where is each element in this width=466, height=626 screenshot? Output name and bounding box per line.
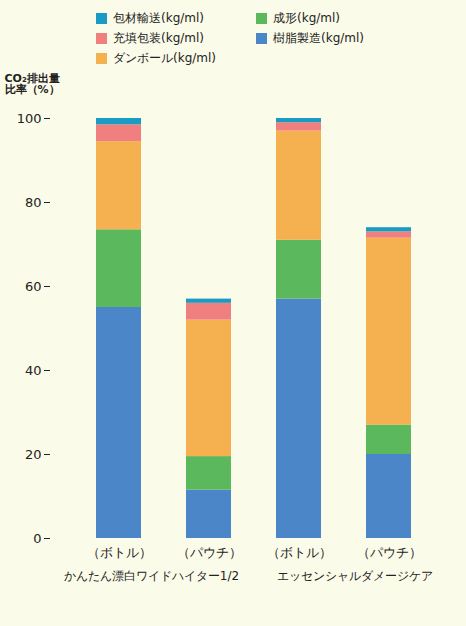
html-text:樹脂製造(kg/ml): 樹脂製造(kg/ml) <box>273 30 364 45</box>
html-text:エッセンシャルダメージケア: エッセンシャルダメージケア <box>276 569 433 583</box>
svg-text:60: 60 <box>25 279 42 294</box>
svg-text:CO₂排出量比率（%）: CO₂排出量比率（%） <box>5 72 60 96</box>
svg-text:（ボトル）: （ボトル） <box>87 545 152 560</box>
svg-text:100: 100 <box>17 111 42 126</box>
svg-text:80: 80 <box>25 195 42 210</box>
html-text:充填包装(kg/ml): 充填包装(kg/ml) <box>113 30 204 45</box>
html-text:かんたん漂白ワイドハイター1/2: かんたん漂白ワイドハイター1/2 <box>63 569 240 583</box>
html-text:包材輸送(kg/ml): 包材輸送(kg/ml) <box>113 10 204 25</box>
svg-text:（パウチ）: （パウチ） <box>177 545 242 560</box>
svg-text:20: 20 <box>25 447 42 462</box>
html-text:成形(kg/ml): 成形(kg/ml) <box>273 10 340 25</box>
svg-text:（パウチ）: （パウチ） <box>357 545 422 560</box>
svg-text:0: 0 <box>33 531 41 546</box>
html-text:ダンボール(kg/ml): ダンボール(kg/ml) <box>113 50 216 65</box>
svg-text:40: 40 <box>25 363 42 378</box>
svg-text:（ボトル）: （ボトル） <box>267 545 332 560</box>
